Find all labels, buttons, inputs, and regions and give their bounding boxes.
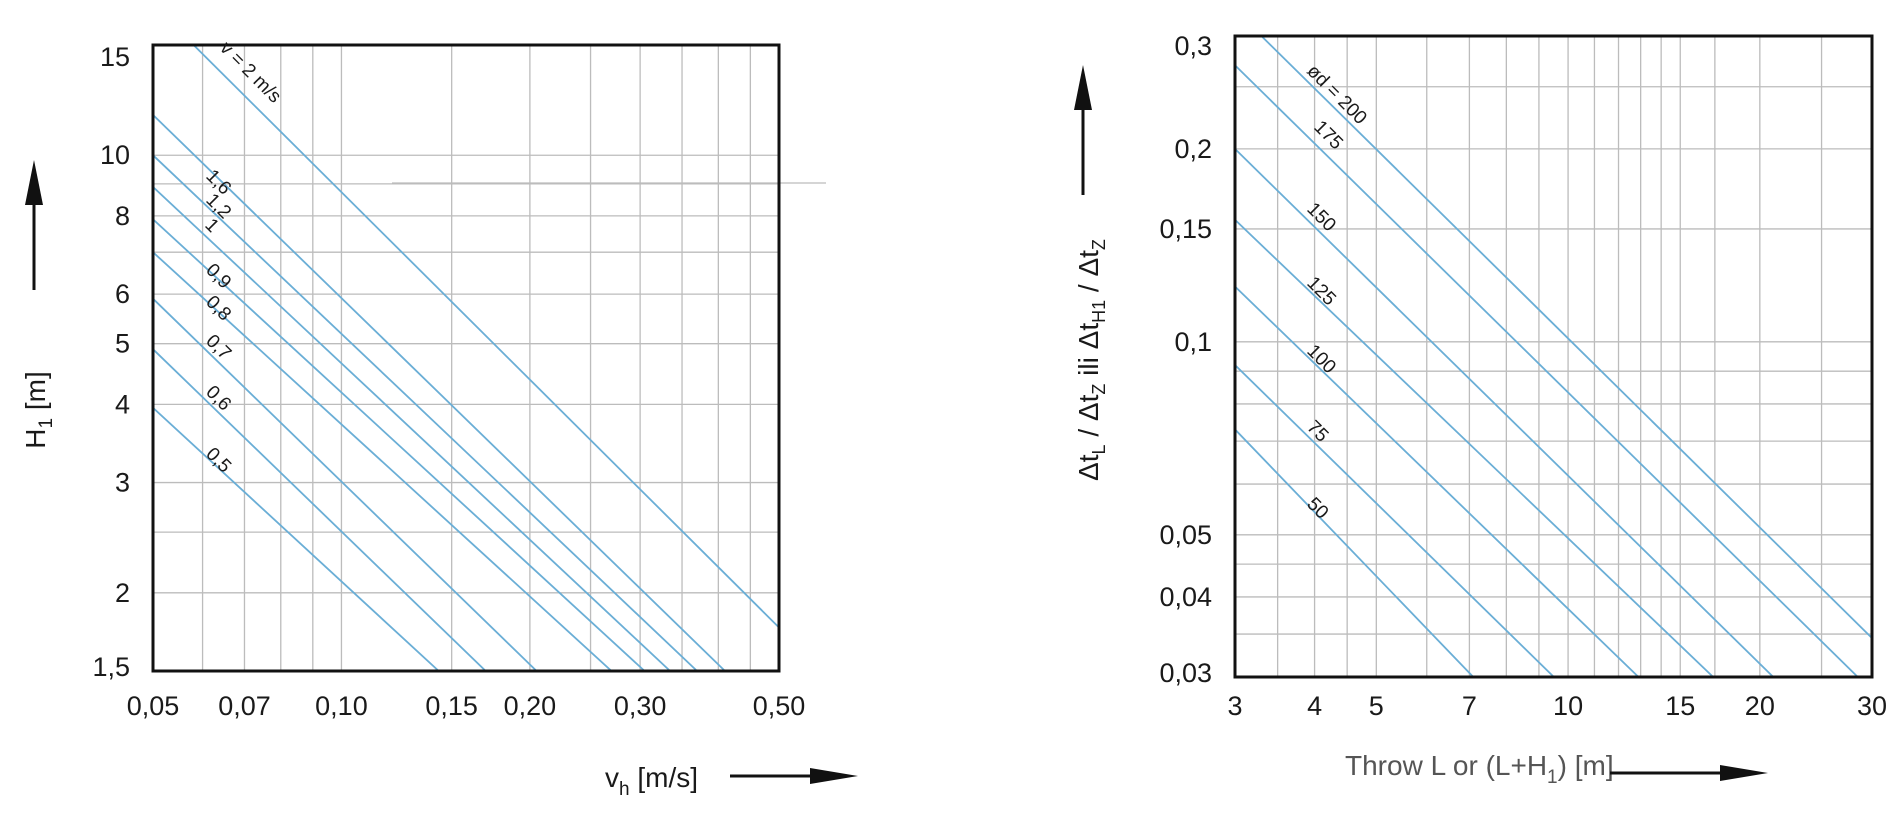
right-curve-label: 75	[1302, 417, 1332, 447]
left-y-tick-label: 8	[115, 201, 130, 231]
svg-text:H1 [m]: H1 [m]	[20, 371, 57, 448]
left-x-axis-arrow	[730, 768, 858, 784]
right-series-line	[1235, 148, 1774, 677]
left-curve-label: 0,8	[201, 292, 235, 326]
left-y-tick-label: 2	[115, 578, 130, 608]
left-x-tick-label: 0,20	[504, 691, 557, 721]
right-y-tick-label: 0,3	[1174, 31, 1212, 61]
right-x-tick-label: 30	[1857, 691, 1887, 721]
left-y-tick-label: 3	[115, 468, 130, 498]
left-y-tick-label: 10	[100, 140, 130, 170]
right-y-axis-title: ΔtL / ΔtZ ili ΔtH1 / ΔtZ	[1073, 239, 1109, 481]
right-y-tick-labels: 0,03 0,04 0,05 0,1 0,15 0,2 0,3	[1159, 31, 1212, 688]
left-series-line	[153, 154, 698, 671]
right-x-tick-label: 10	[1553, 691, 1583, 721]
left-x-tick-label: 0,10	[315, 691, 368, 721]
right-plot-frame	[1233, 34, 1874, 679]
velocity-height-chart: 0,05 0,07 0,10 0,15 0,20 0,30 0,50 1,5 2 3 4 5 6 8 10…	[20, 38, 858, 800]
left-y-tick-labels: 1,5 2 3 4 5 6 8 10 15	[92, 42, 130, 682]
right-x-tick-label: 15	[1665, 691, 1695, 721]
left-plot-frame	[151, 43, 781, 673]
right-x-tick-labels: 3 4 5 7 10 15 20 30	[1227, 691, 1887, 721]
right-y-axis-arrow	[1074, 65, 1092, 195]
right-series-line	[1235, 428, 1474, 677]
left-series-line	[153, 114, 726, 671]
left-curve-label: 0,6	[201, 382, 235, 416]
left-curves	[153, 45, 779, 671]
right-curves	[1235, 36, 1872, 677]
svg-text:ΔtL / ΔtZ ili ΔtH1 / ΔtZ: ΔtL / ΔtZ ili ΔtH1 / ΔtZ	[1073, 239, 1109, 481]
left-y-tick-label: 15	[100, 42, 130, 72]
right-x-tick-label: 4	[1307, 691, 1322, 721]
left-series-line	[153, 348, 487, 671]
left-x-tick-label: 0,05	[127, 691, 180, 721]
throw-temperature-chart: 3 4 5 7 10 15 20 30 0,03 0,04 0,05 0,1 0,15 0,2 0,3 ø…	[1073, 31, 1887, 788]
left-x-tick-label: 0,15	[425, 691, 478, 721]
right-series-line	[1235, 219, 1714, 677]
left-series-line	[153, 298, 538, 671]
right-curve-label: 125	[1302, 273, 1339, 310]
right-curve-label: 50	[1302, 494, 1332, 524]
right-curve-label: 100	[1302, 341, 1339, 378]
left-y-tick-label: 4	[115, 389, 130, 419]
right-y-tick-label: 0,05	[1159, 520, 1212, 550]
right-curve-label: 150	[1302, 199, 1339, 236]
left-x-tick-label: 0,50	[753, 691, 806, 721]
left-series-line	[192, 45, 779, 629]
right-x-tick-label: 3	[1227, 691, 1242, 721]
right-grid	[1235, 36, 1872, 677]
left-series-line	[153, 218, 646, 671]
right-y-tick-label: 0,1	[1174, 327, 1212, 357]
left-curve-label: 0,9	[201, 260, 235, 294]
left-y-tick-label: 5	[115, 329, 130, 359]
left-curve-labels: v = 2 m/s1,61,210,90,80,70,60,5	[200, 38, 285, 478]
right-x-tick-label: 5	[1369, 691, 1384, 721]
left-y-axis-arrow	[25, 160, 43, 290]
right-y-tick-label: 0,2	[1174, 134, 1212, 164]
left-series-line	[153, 251, 613, 671]
left-y-tick-label: 1,5	[92, 652, 130, 682]
left-curve-label: 0,5	[201, 444, 235, 478]
right-series-line	[1235, 285, 1640, 677]
right-y-tick-label: 0,03	[1159, 658, 1212, 688]
left-y-axis-title: H1 [m]	[20, 371, 57, 448]
right-series-line	[1235, 364, 1555, 677]
right-y-tick-label: 0,04	[1159, 582, 1212, 612]
left-grid	[153, 45, 779, 671]
right-y-tick-label: 0,15	[1159, 214, 1212, 244]
right-x-tick-label: 7	[1462, 691, 1477, 721]
right-curve-label: ød = 200	[1302, 61, 1370, 129]
left-x-axis-title: vh [m/s]	[605, 762, 698, 800]
left-y-tick-label: 6	[115, 279, 130, 309]
right-series-line	[1260, 36, 1872, 639]
right-series-line	[1235, 64, 1859, 677]
right-x-axis-title: Throw L or (L+H1) [m]	[1345, 750, 1614, 788]
left-x-tick-labels: 0,05 0,07 0,10 0,15 0,20 0,30 0,50	[127, 691, 806, 721]
right-x-axis-arrow	[1610, 765, 1768, 781]
left-curve-label: v = 2 m/s	[215, 38, 285, 108]
left-x-tick-label: 0,07	[218, 691, 271, 721]
left-x-tick-label: 0,30	[614, 691, 667, 721]
left-series-line	[153, 407, 440, 671]
left-curve-label: 0,7	[201, 331, 235, 365]
left-series-line	[153, 186, 671, 671]
right-x-tick-label: 20	[1745, 691, 1775, 721]
